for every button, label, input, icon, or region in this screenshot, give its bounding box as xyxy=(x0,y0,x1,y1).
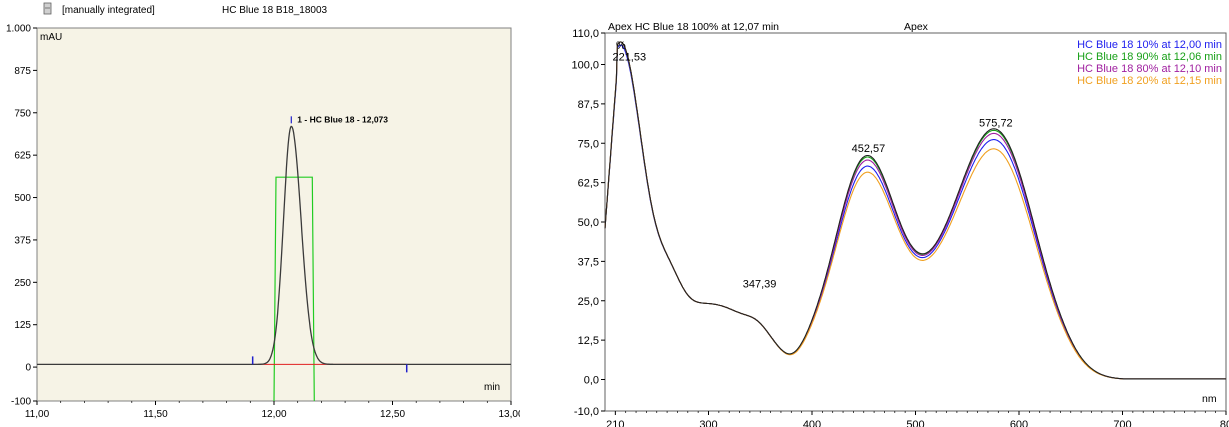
spectrum-y-tick-label: 12,5 xyxy=(578,335,599,347)
spectrum-peak-label: 575,72 xyxy=(979,118,1013,130)
chromatogram-y-tick-label: -100 xyxy=(11,397,31,408)
chromatogram-trace xyxy=(37,125,511,366)
spectrum-x-tick-labels: 210 300 400 500 600 700 80 xyxy=(606,419,1229,427)
chromatogram-x-tick-label: 12,50 xyxy=(380,409,405,420)
chromatogram-sample-label: HC Blue 18 B18_18003 xyxy=(222,5,328,16)
chromatogram-marks xyxy=(37,116,511,402)
spectrum-ylabel: % xyxy=(616,40,626,52)
chromatogram-x-tick-label: 12,00 xyxy=(261,409,286,420)
spectrum-title-right: Apex xyxy=(904,21,929,33)
chromatogram-y-tick-labels: 1.000 875 750 625 500 375 250 125 0 -100 xyxy=(6,24,31,408)
chromatogram-y-tick-label: 1.000 xyxy=(6,24,31,35)
spectrum-y-tick-label: 100,0 xyxy=(571,60,599,72)
legend-entry: HC Blue 18 80% at 12,10 min xyxy=(1077,63,1222,75)
chromatogram-y-tick-label: 375 xyxy=(14,235,31,246)
peak-annotation: 1 - HC Blue 18 - 12,073 xyxy=(297,114,388,124)
spectrum-y-tick-label: 50,0 xyxy=(578,217,599,229)
spectrum-y-tick-label: 75,0 xyxy=(578,138,599,150)
spectrum-x-tick-label: 400 xyxy=(803,419,821,427)
spectrum-ticks xyxy=(601,32,1227,415)
integration-icon xyxy=(43,2,52,15)
spectrum-x-tick-label: 500 xyxy=(906,419,924,427)
chromatogram-xlabel: min xyxy=(484,382,500,393)
spectrum-y-tick-label: -10,0 xyxy=(574,406,599,418)
spectrum-plot-area xyxy=(604,32,1227,412)
spectrum-y-tick-label: 110,0 xyxy=(572,28,599,40)
chromatogram-y-tick-label: 875 xyxy=(14,66,31,77)
chromatogram-ylabel: mAU xyxy=(40,32,62,43)
chromatogram-y-tick-label: 750 xyxy=(14,108,31,119)
legend-entry: HC Blue 18 10% at 12,00 min xyxy=(1077,39,1222,51)
chromatogram-y-tick-label: 125 xyxy=(14,320,31,331)
chromatogram-x-tick-label: 11,00 xyxy=(25,409,50,420)
chromatogram-x-tick-labels: 11,00 11,50 12,00 12,50 13,00 xyxy=(25,409,520,420)
spectrum-x-tick-label: 600 xyxy=(1010,419,1028,427)
chromatogram-y-tick-label: 625 xyxy=(14,151,31,162)
chromatogram-y-tick-label: 0 xyxy=(25,363,31,374)
spectrum-y-tick-label: 25,0 xyxy=(578,296,599,308)
spectrum-peak-labels: 221,53 347,39 452,57 575,72 xyxy=(612,52,1012,291)
legend-entry: HC Blue 18 90% at 12,06 min xyxy=(1077,51,1222,63)
spectrum-x-tick-label: 300 xyxy=(699,419,717,427)
spectrum-xlabel: nm xyxy=(1202,393,1217,405)
spectrum-y-tick-label: 0,0 xyxy=(584,375,599,387)
spectrum-title: Apex HC Blue 18 100% at 12,07 min xyxy=(608,21,779,33)
chromatogram-y-tick-label: 250 xyxy=(14,278,31,289)
chromatogram-x-tick-label: 11,50 xyxy=(143,409,168,420)
spectrum-y-tick-labels: 110,0 100,0 87,5 75,0 62,5 50,0 37,5 25,0 12,5 0,… xyxy=(571,28,599,418)
legend-entry: HC Blue 18 20% at 12,15 min xyxy=(1077,75,1222,87)
spectrum-y-tick-label: 87,5 xyxy=(578,99,599,111)
uv-spectrum-chart: 110,0 100,0 87,5 75,0 62,5 50,0 37,5 25,0 12,5 0,… xyxy=(571,21,1229,427)
chromatogram-mode-label: [manually integrated] xyxy=(62,5,155,16)
spectrum-peak-label: 452,57 xyxy=(852,143,886,155)
spectrum-y-tick-label: 62,5 xyxy=(578,178,599,190)
chromatogram-x-tick-label: 13,00 xyxy=(498,409,520,420)
spectrum-series-line xyxy=(604,41,1226,380)
spectrum-x-tick-label: 80 xyxy=(1220,419,1229,427)
spectrum-peak-label: 221,53 xyxy=(612,52,646,64)
spectrum-y-tick-label: 37,5 xyxy=(578,256,599,268)
spectrum-marks xyxy=(604,41,1226,380)
spectrum-x-tick-label: 700 xyxy=(1113,419,1131,427)
spectrum-x-tick-label: 210 xyxy=(606,419,624,427)
spectrum-peak-label: 347,39 xyxy=(743,278,777,290)
chromatogram-y-tick-label: 500 xyxy=(14,193,31,204)
chromatogram-ticks xyxy=(33,27,512,405)
integration-window xyxy=(273,176,315,402)
